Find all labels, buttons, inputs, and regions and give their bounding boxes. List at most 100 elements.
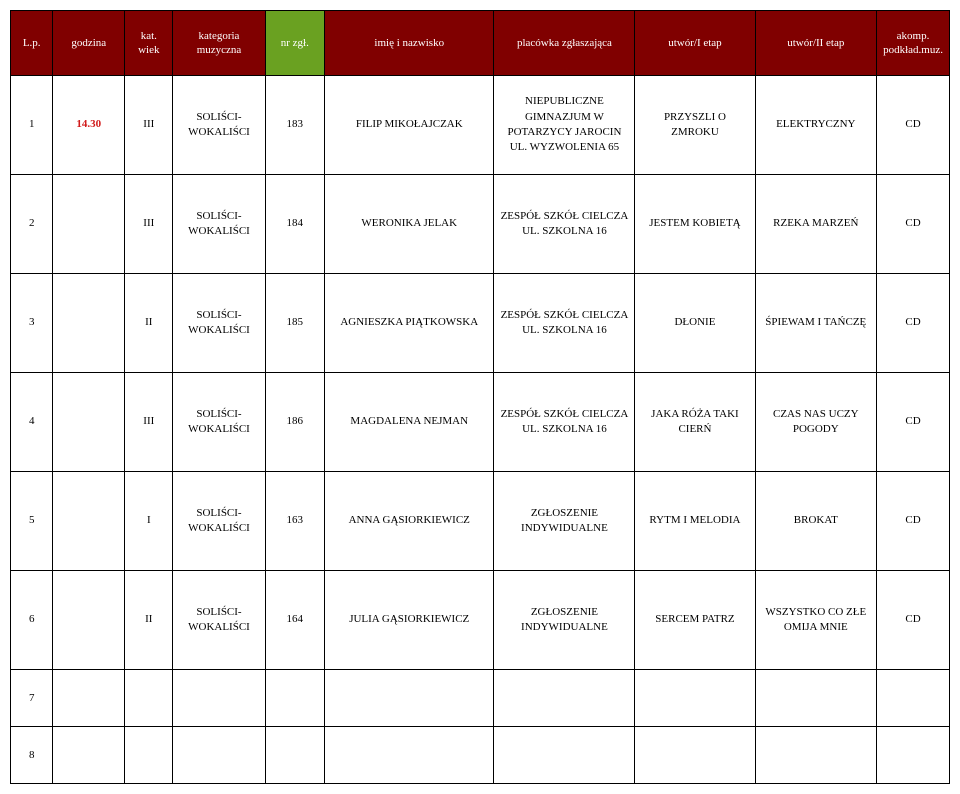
cell-empty [877,670,950,727]
cell-placowka: ZGŁOSZENIE INDYWIDUALNE [494,571,635,670]
cell-empty [494,670,635,727]
header-utwor-1: utwór/I etap [635,11,755,76]
cell-kat-wiek: II [125,571,173,670]
cell-godzina [53,472,125,571]
cell-lp: 1 [11,76,53,175]
cell-lp: 5 [11,472,53,571]
header-kategoria-muzyczna: kategoria muzyczna [173,11,265,76]
cell-utwor-2: ŚPIEWAM I TAŃCZĘ [755,274,877,373]
cell-utwor-2: CZAS NAS UCZY POGODY [755,373,877,472]
table-row-empty: 8 [11,727,950,784]
cell-utwor-1: SERCEM PATRZ [635,571,755,670]
cell-empty [755,670,877,727]
cell-nr: 163 [265,472,324,571]
cell-godzina: 14.30 [53,76,125,175]
cell-placowka: ZGŁOSZENIE INDYWIDUALNE [494,472,635,571]
cell-akomp: CD [877,175,950,274]
schedule-table: L.p. godzina kat. wiek kategoria muzyczn… [10,10,950,784]
table-row-empty: 7 [11,670,950,727]
cell-kat-wiek: III [125,175,173,274]
cell-kat-wiek: III [125,76,173,175]
header-kat-wiek: kat. wiek [125,11,173,76]
cell-empty [125,670,173,727]
cell-kat-wiek: II [125,274,173,373]
cell-akomp: CD [877,274,950,373]
cell-utwor-1: JAKA RÓŻA TAKI CIERŃ [635,373,755,472]
cell-empty [53,670,125,727]
cell-empty [494,727,635,784]
cell-placowka: ZESPÓŁ SZKÓŁ CIELCZA UL. SZKOLNA 16 [494,373,635,472]
cell-lp: 7 [11,670,53,727]
cell-nr: 183 [265,76,324,175]
cell-utwor-2: RZEKA MARZEŃ [755,175,877,274]
cell-akomp: CD [877,373,950,472]
cell-nazwisko: AGNIESZKA PIĄTKOWSKA [325,274,494,373]
cell-godzina [53,373,125,472]
cell-kategoria: SOLIŚCI- WOKALIŚCI [173,571,265,670]
cell-empty [125,727,173,784]
table-row: 114.30IIISOLIŚCI- WOKALIŚCI183FILIP MIKO… [11,76,950,175]
cell-kategoria: SOLIŚCI- WOKALIŚCI [173,274,265,373]
cell-empty [265,670,324,727]
header-placowka: placówka zgłaszająca [494,11,635,76]
cell-lp: 3 [11,274,53,373]
cell-empty [755,727,877,784]
cell-empty [635,670,755,727]
header-imie-nazwisko: imię i nazwisko [325,11,494,76]
cell-empty [265,727,324,784]
table-row: 4 IIISOLIŚCI- WOKALIŚCI186MAGDALENA NEJMA… [11,373,950,472]
cell-kategoria: SOLIŚCI- WOKALIŚCI [173,373,265,472]
table-row: 5ISOLIŚCI- WOKALIŚCI163ANNA GĄSIORKIEWIC… [11,472,950,571]
table-row: 6IISOLIŚCI- WOKALIŚCI164JULIA GĄSIORKIEW… [11,571,950,670]
cell-utwor-1: DŁONIE [635,274,755,373]
header-godzina: godzina [53,11,125,76]
cell-utwor-2: ELEKTRYCZNY [755,76,877,175]
cell-kategoria: SOLIŚCI- WOKALIŚCI [173,175,265,274]
cell-utwor-1: JESTEM KOBIETĄ [635,175,755,274]
cell-nr: 164 [265,571,324,670]
cell-lp: 6 [11,571,53,670]
header-nr-zgl: nr zgł. [265,11,324,76]
cell-placowka: ZESPÓŁ SZKÓŁ CIELCZA UL. SZKOLNA 16 [494,274,635,373]
cell-placowka: ZESPÓŁ SZKÓŁ CIELCZA UL. SZKOLNA 16 [494,175,635,274]
cell-kat-wiek: I [125,472,173,571]
cell-akomp: CD [877,472,950,571]
table-row: 2 IIISOLIŚCI- WOKALIŚCI184WERONIKA JELAKZ… [11,175,950,274]
cell-empty [877,727,950,784]
cell-kat-wiek: III [125,373,173,472]
cell-utwor-1: PRZYSZLI O ZMROKU [635,76,755,175]
cell-empty [173,727,265,784]
cell-utwor-1: RYTM I MELODIA [635,472,755,571]
cell-empty [173,670,265,727]
cell-godzina [53,175,125,274]
cell-empty [53,727,125,784]
cell-lp: 2 [11,175,53,274]
cell-lp: 8 [11,727,53,784]
cell-nazwisko: FILIP MIKOŁAJCZAK [325,76,494,175]
cell-nazwisko: MAGDALENA NEJMAN [325,373,494,472]
cell-akomp: CD [877,571,950,670]
cell-utwor-2: BROKAT [755,472,877,571]
table-row: 3 IISOLIŚCI- WOKALIŚCI185AGNIESZKA PIĄTKO… [11,274,950,373]
header-row: L.p. godzina kat. wiek kategoria muzyczn… [11,11,950,76]
cell-placowka: NIEPUBLICZNE GIMNAZJUM W POTARZYCY JAROC… [494,76,635,175]
cell-kategoria: SOLIŚCI- WOKALIŚCI [173,472,265,571]
cell-lp: 4 [11,373,53,472]
cell-nazwisko: ANNA GĄSIORKIEWICZ [325,472,494,571]
cell-utwor-2: WSZYSTKO CO ZŁE OMIJA MNIE [755,571,877,670]
header-lp: L.p. [11,11,53,76]
cell-kategoria: SOLIŚCI- WOKALIŚCI [173,76,265,175]
header-akomp: akomp. podkład.muz. [877,11,950,76]
cell-nr: 186 [265,373,324,472]
cell-empty [325,670,494,727]
cell-empty [325,727,494,784]
cell-empty [635,727,755,784]
cell-nr: 185 [265,274,324,373]
cell-godzina [53,571,125,670]
cell-akomp: CD [877,76,950,175]
header-utwor-2: utwór/II etap [755,11,877,76]
cell-godzina [53,274,125,373]
table-body: 114.30IIISOLIŚCI- WOKALIŚCI183FILIP MIKO… [11,76,950,784]
cell-nazwisko: WERONIKA JELAK [325,175,494,274]
cell-nr: 184 [265,175,324,274]
